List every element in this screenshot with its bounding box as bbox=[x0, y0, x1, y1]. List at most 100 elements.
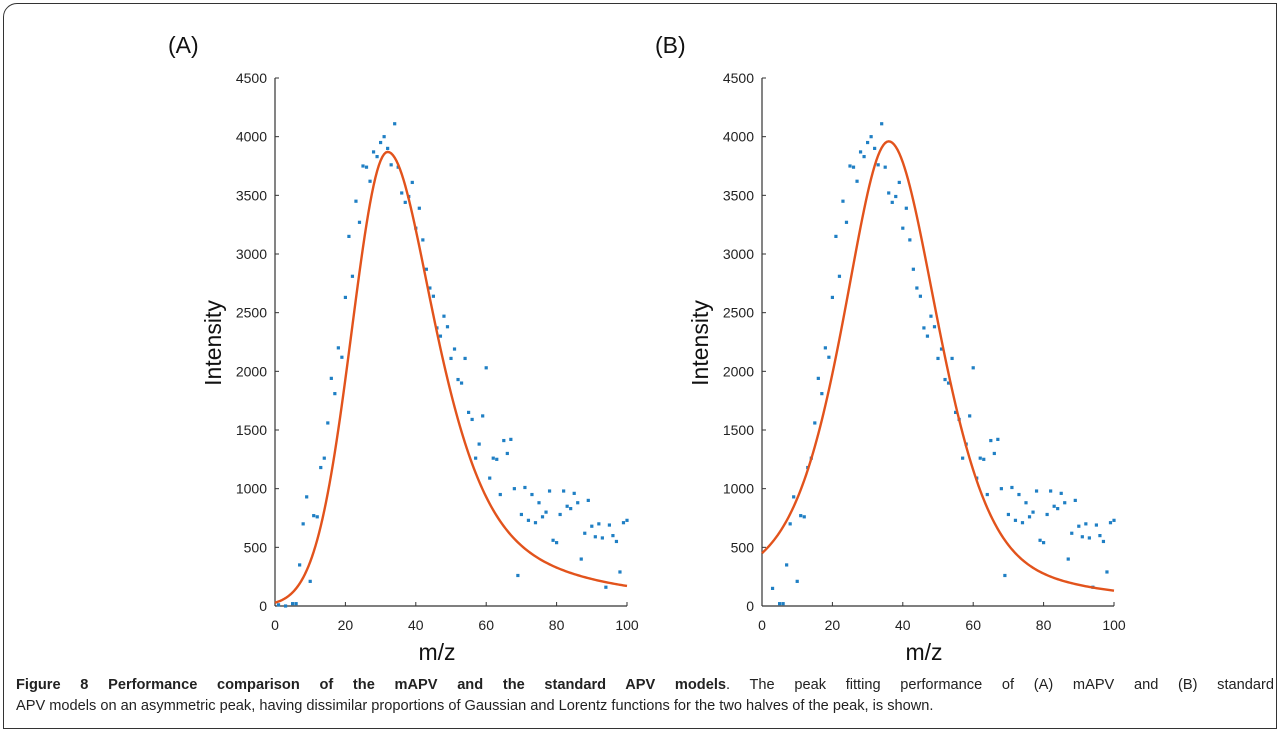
panel-a-data-point bbox=[298, 563, 302, 567]
panel-a-data-point bbox=[544, 510, 548, 514]
panel-a-data-point bbox=[565, 504, 569, 508]
panel-a-data-point bbox=[618, 570, 622, 574]
panel-a-data-point bbox=[467, 410, 471, 414]
panel-b-data-point bbox=[925, 334, 930, 338]
panel-b-data-point bbox=[989, 438, 993, 443]
panel-b-data-point bbox=[1080, 535, 1084, 539]
panel-a-points bbox=[276, 122, 629, 608]
panel-b-data-point bbox=[880, 122, 884, 126]
panel-a-data-point bbox=[382, 135, 386, 139]
panel-a-data-point bbox=[368, 179, 372, 183]
panel-b-data-point bbox=[1070, 531, 1074, 535]
panel-a-data-point bbox=[301, 522, 305, 526]
panel-a-data-point bbox=[509, 437, 513, 441]
panel-a-data-point bbox=[315, 515, 319, 519]
panel-b-data-point bbox=[1034, 489, 1039, 493]
panel-a-data-point bbox=[593, 535, 597, 539]
panel-b-ytick-label: 4000 bbox=[723, 129, 754, 145]
panel-b-data-point bbox=[968, 414, 972, 418]
panel-b-data-point bbox=[785, 563, 789, 567]
panel-a-axes: 0 500 1000 1500 2000 2500 3000 3500 4000 4500 0 20 4… bbox=[236, 70, 639, 633]
panel-a-data-point bbox=[340, 355, 344, 359]
panel-a-data-point bbox=[516, 573, 520, 578]
panel-a-data-point bbox=[431, 294, 435, 298]
panel-a-data-point bbox=[611, 534, 615, 538]
panel-a-data-point bbox=[597, 522, 601, 526]
panel-b-data-point bbox=[869, 135, 873, 139]
caption-title: Figure 8 Performance comparison of the m… bbox=[16, 677, 727, 693]
panel-a-data-point bbox=[389, 163, 393, 167]
panel-b-data-point bbox=[1052, 504, 1056, 508]
panel-b-data-point bbox=[996, 437, 1000, 441]
panel-a-data-point bbox=[326, 421, 330, 425]
panel-b-data-point bbox=[904, 206, 908, 210]
panel-b-ytick-label: 1500 bbox=[723, 422, 754, 438]
panel-b-data-point bbox=[943, 377, 947, 382]
panel-a-data-point bbox=[586, 498, 590, 502]
panel-b-data-point bbox=[946, 381, 951, 385]
panel-a-xlabel: m/z bbox=[418, 639, 455, 665]
panel-b-data-point bbox=[1084, 522, 1088, 526]
panel-a-ytick-label: 500 bbox=[244, 539, 268, 555]
panel-b-data-point bbox=[770, 586, 775, 590]
panel-a-data-point bbox=[600, 536, 604, 540]
panel-b-data-point bbox=[1031, 510, 1035, 514]
panel-b-data-point bbox=[1066, 557, 1070, 561]
panel-b-data-point bbox=[788, 522, 792, 526]
panel-a-data-point bbox=[498, 492, 502, 497]
panel-b-data-point bbox=[901, 226, 905, 230]
caption-line-2: APV models on an asymmetric peak, having… bbox=[16, 698, 934, 714]
panel-a-data-point bbox=[547, 489, 552, 493]
panel-a-data-point bbox=[607, 523, 611, 527]
panel-a-data-point bbox=[410, 180, 414, 185]
panel-a-data-point bbox=[322, 456, 326, 460]
caption-line-1: Figure 8 Performance comparison of the m… bbox=[16, 675, 1274, 696]
panel-b-data-point bbox=[1098, 534, 1102, 538]
panel-b-data-point bbox=[848, 164, 852, 168]
panel-b-data-point bbox=[887, 191, 891, 195]
panel-b-xtick-label: 100 bbox=[1102, 617, 1126, 633]
panel-a-data-point bbox=[477, 442, 481, 446]
panel-b-data-point bbox=[1105, 570, 1109, 574]
panel-b-data-point bbox=[929, 314, 933, 318]
panel-a-data-point bbox=[530, 492, 534, 497]
panel-b-data-point bbox=[837, 274, 842, 278]
panel-b-data-point bbox=[876, 163, 880, 167]
panel-b-data-point bbox=[1094, 523, 1098, 527]
panel-a-data-point bbox=[537, 501, 541, 505]
panel-a-data-point bbox=[379, 140, 383, 145]
panel-a-data-point bbox=[428, 286, 432, 290]
panel-a-data-point bbox=[526, 518, 531, 522]
panel-a-data-point bbox=[579, 557, 583, 561]
panel-a-xtick-label: 80 bbox=[549, 617, 565, 633]
panel-b-data-point bbox=[1017, 492, 1021, 497]
panel-b-data-point bbox=[922, 326, 926, 330]
panel-a-data-point bbox=[540, 515, 545, 519]
panel-b-data-point bbox=[894, 194, 898, 199]
panel-b-data-point bbox=[781, 602, 785, 606]
panel-b-xtick-label: 0 bbox=[758, 617, 766, 633]
panel-b-data-point bbox=[1049, 489, 1053, 493]
panel-a-data-point bbox=[495, 457, 499, 461]
panel-a-data-point bbox=[569, 507, 573, 511]
panel-a-data-point bbox=[484, 366, 488, 370]
panel-a-ytick-label: 2500 bbox=[236, 305, 267, 321]
panel-a-data-point bbox=[625, 518, 629, 522]
panel-a-data-point bbox=[442, 314, 446, 318]
figure-caption: Figure 8 Performance comparison of the m… bbox=[16, 675, 1274, 717]
panel-a-data-point bbox=[449, 356, 453, 361]
panel-b-data-point bbox=[978, 456, 982, 460]
panel-b-ytick-label: 1000 bbox=[723, 481, 754, 497]
panel-b-ylabel: Intensity bbox=[687, 300, 713, 386]
panel-b-xtick-label: 80 bbox=[1036, 617, 1052, 633]
panel-a-ytick-label: 1000 bbox=[236, 481, 267, 497]
panel-b-data-point bbox=[897, 180, 901, 185]
panel-b-data-point bbox=[1045, 512, 1049, 517]
panel-b-xtick-label: 60 bbox=[965, 617, 981, 633]
panel-a-data-point bbox=[417, 206, 421, 210]
panel-b-ytick-label: 3500 bbox=[723, 187, 754, 203]
panel-a: (A) Intensity m/z 0500100015002000250030… bbox=[168, 32, 639, 665]
panel-a-data-point bbox=[512, 487, 516, 491]
panel-a-data-point bbox=[361, 164, 365, 168]
panel-a-data-point bbox=[445, 325, 450, 329]
